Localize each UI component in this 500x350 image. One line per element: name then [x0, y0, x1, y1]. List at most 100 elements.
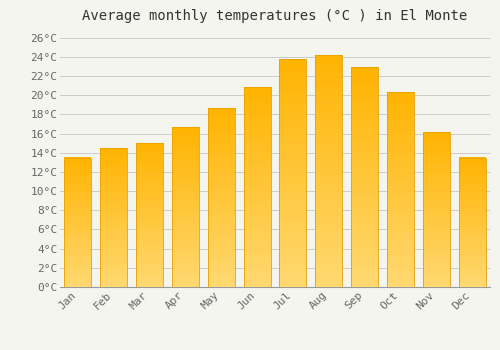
Bar [64, 178, 92, 181]
Bar [316, 69, 342, 74]
Bar [208, 269, 234, 273]
Bar [387, 213, 414, 217]
Bar [458, 248, 485, 251]
Bar [316, 278, 342, 282]
Bar [64, 196, 92, 199]
Bar [316, 143, 342, 148]
Bar [351, 212, 378, 217]
Bar [172, 133, 199, 136]
Bar [458, 196, 485, 199]
Bar [100, 159, 127, 162]
Bar [136, 189, 163, 192]
Bar [208, 276, 234, 280]
Bar [423, 278, 450, 281]
Bar [316, 78, 342, 83]
Bar [172, 181, 199, 184]
Bar [351, 151, 378, 155]
Bar [136, 261, 163, 264]
Bar [244, 267, 270, 271]
Bar [423, 191, 450, 194]
Bar [244, 187, 270, 191]
Bar [280, 122, 306, 127]
Bar [244, 116, 270, 119]
Bar [172, 149, 199, 153]
Bar [387, 147, 414, 151]
Bar [64, 202, 92, 204]
Bar [64, 158, 92, 160]
Bar [136, 181, 163, 183]
Bar [172, 281, 199, 284]
Bar [136, 264, 163, 267]
Bar [172, 217, 199, 220]
Bar [136, 166, 163, 169]
Bar [208, 158, 234, 161]
Bar [351, 190, 378, 195]
Bar [172, 197, 199, 201]
Bar [136, 172, 163, 175]
Bar [423, 163, 450, 166]
Bar [172, 271, 199, 274]
Bar [64, 235, 92, 238]
Bar [136, 143, 163, 287]
Bar [458, 266, 485, 269]
Bar [136, 160, 163, 163]
Bar [100, 173, 127, 176]
Bar [423, 184, 450, 188]
Bar [208, 136, 234, 140]
Bar [136, 267, 163, 270]
Bar [387, 248, 414, 252]
Bar [458, 186, 485, 189]
Bar [387, 267, 414, 271]
Bar [100, 234, 127, 237]
Bar [351, 221, 378, 225]
Bar [387, 232, 414, 236]
Bar [64, 238, 92, 240]
Bar [280, 164, 306, 168]
Bar [423, 212, 450, 216]
Bar [280, 86, 306, 91]
Bar [100, 193, 127, 195]
Bar [172, 156, 199, 159]
Bar [64, 276, 92, 279]
Bar [136, 284, 163, 287]
Bar [387, 92, 414, 287]
Bar [244, 167, 270, 171]
Bar [423, 216, 450, 219]
Bar [387, 217, 414, 221]
Bar [316, 83, 342, 88]
Bar [351, 186, 378, 190]
Bar [423, 219, 450, 222]
Bar [458, 181, 485, 183]
Bar [136, 270, 163, 273]
Bar [244, 227, 270, 231]
Bar [172, 245, 199, 248]
Title: Average monthly temperatures (°C ) in El Monte: Average monthly temperatures (°C ) in El… [82, 9, 468, 23]
Bar [387, 162, 414, 166]
Bar [387, 252, 414, 256]
Bar [244, 239, 270, 243]
Bar [172, 153, 199, 156]
Bar [208, 129, 234, 133]
Bar [280, 251, 306, 255]
Bar [136, 146, 163, 149]
Bar [136, 241, 163, 244]
Bar [172, 204, 199, 207]
Bar [172, 140, 199, 143]
Bar [136, 204, 163, 206]
Bar [316, 180, 342, 185]
Bar [423, 153, 450, 156]
Bar [351, 230, 378, 234]
Bar [244, 171, 270, 175]
Bar [423, 237, 450, 240]
Bar [64, 207, 92, 209]
Bar [244, 203, 270, 207]
Bar [244, 107, 270, 111]
Bar [208, 118, 234, 122]
Bar [208, 208, 234, 212]
Bar [351, 155, 378, 160]
Bar [136, 252, 163, 256]
Bar [208, 133, 234, 136]
Bar [64, 204, 92, 207]
Bar [280, 191, 306, 196]
Bar [208, 161, 234, 165]
